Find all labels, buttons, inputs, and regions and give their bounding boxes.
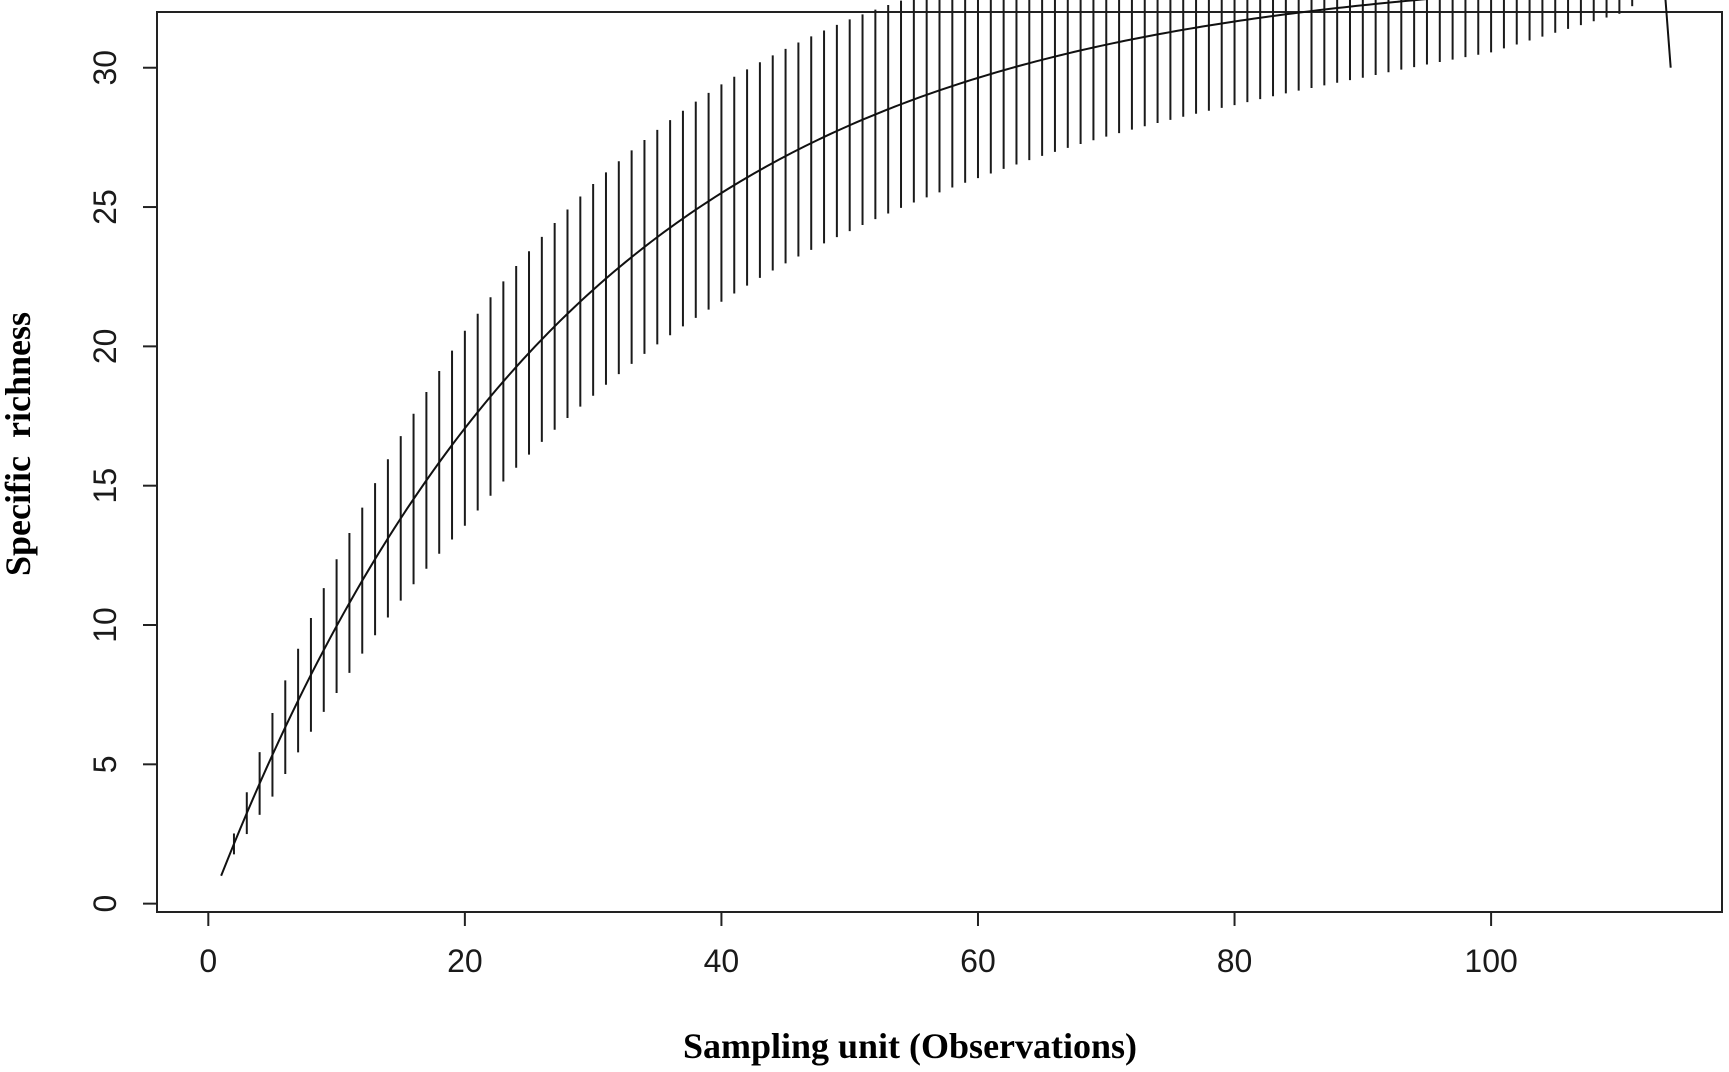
x-tick-label: 20 [447, 943, 483, 979]
y-axis-title: Specific richness [0, 312, 38, 576]
richness-curve [220, 0, 1672, 877]
x-axis: 0 20 40 60 80 100 [199, 911, 1518, 979]
x-axis-title: Sampling unit (Observations) [683, 1026, 1137, 1066]
x-tick-label: 0 [199, 943, 217, 979]
y-tick-label: 25 [87, 189, 123, 225]
y-tick-label: 30 [87, 50, 123, 86]
error-bars [232, 0, 1634, 855]
x-tick-label: 40 [704, 943, 740, 979]
y-tick-label: 15 [87, 468, 123, 504]
x-tick-label: 100 [1464, 943, 1517, 979]
y-tick-label: 0 [87, 895, 123, 913]
y-tick-label: 10 [87, 607, 123, 643]
x-tick-label: 80 [1217, 943, 1253, 979]
x-tick-label: 60 [960, 943, 996, 979]
y-tick-label: 20 [87, 329, 123, 365]
y-axis: 0 5 10 15 20 25 30 [87, 50, 158, 913]
y-tick-label: 5 [87, 755, 123, 773]
